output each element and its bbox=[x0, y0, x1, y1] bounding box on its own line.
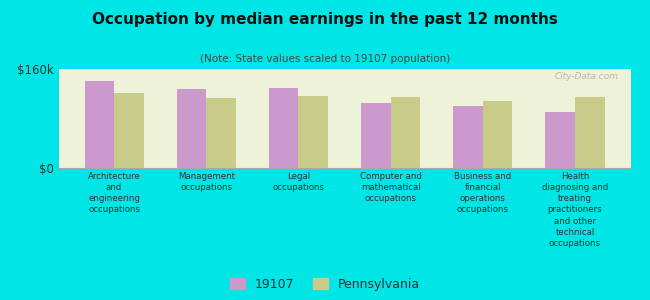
Bar bbox=[545, 112, 575, 168]
Legend: 19107, Pennsylvania: 19107, Pennsylvania bbox=[229, 278, 421, 291]
Bar bbox=[391, 97, 420, 168]
Bar bbox=[298, 96, 328, 168]
Bar bbox=[453, 106, 483, 168]
Bar bbox=[361, 103, 391, 168]
Bar bbox=[177, 89, 206, 168]
Bar bbox=[206, 98, 236, 168]
Text: (Note: State values scaled to 19107 population): (Note: State values scaled to 19107 popu… bbox=[200, 54, 450, 64]
Bar bbox=[84, 81, 114, 168]
Bar bbox=[575, 97, 604, 168]
Bar bbox=[114, 92, 144, 168]
Bar bbox=[483, 101, 512, 168]
Text: City-Data.com: City-Data.com bbox=[555, 72, 619, 81]
Bar bbox=[269, 88, 298, 168]
Text: Occupation by median earnings in the past 12 months: Occupation by median earnings in the pas… bbox=[92, 12, 558, 27]
